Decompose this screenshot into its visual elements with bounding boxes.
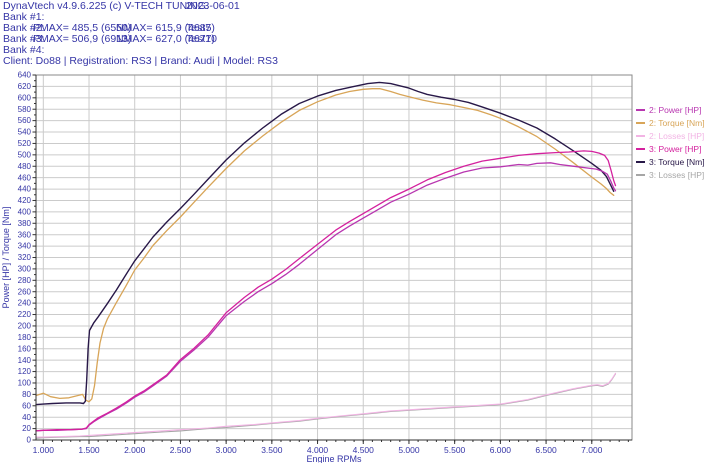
bank-label: Bank #1: (3, 11, 45, 23)
y-tick-label: 360 (18, 230, 32, 239)
legend-label: 2: Losses [HP] (649, 130, 705, 141)
y-tick-label: 180 (18, 333, 32, 342)
series-3-torque-nm- (35, 81, 615, 406)
y-tick-label: 640 (18, 71, 32, 80)
bank-label: Bank #3: (3, 33, 45, 45)
client-row: Client: Do88 | Registration: RS3 | Brand… (0, 56, 720, 67)
bank-label: Bank #4: (3, 44, 45, 56)
y-tick-label: 400 (18, 207, 32, 216)
series-3-power-hp- (35, 150, 617, 432)
legend-line-swatch (636, 108, 645, 111)
legend-item-2-losses-hp-: 2: Losses [HP] (636, 129, 720, 142)
y-tick-label: 460 (18, 173, 32, 182)
legend-label: 3: Torque [Nm] (649, 156, 705, 167)
y-tick-label: 60 (22, 401, 31, 410)
y-tick-label: 580 (18, 105, 32, 114)
y-tick-label: 260 (18, 287, 32, 296)
legend-label: 3: Power [HP] (649, 143, 702, 154)
bank-nmax: NMAX= 615,9 (4685) (116, 22, 215, 34)
y-axis-title: Power [HP] / Torque [Nm] (1, 207, 11, 309)
y-tick-label: 380 (18, 219, 32, 228)
legend-line-swatch (636, 173, 645, 176)
y-tick-label: 560 (18, 116, 32, 125)
legend-line-swatch (636, 134, 645, 137)
y-tick-label: 420 (18, 196, 32, 205)
legend-line-swatch (636, 147, 645, 150)
bank-nmax: NMAX= 627,0 (4677) (116, 33, 215, 45)
x-tick-label: 5.000 (398, 445, 420, 455)
y-tick-label: 240 (18, 299, 32, 308)
legend-item-3-torque-nm-: 3: Torque [Nm] (636, 155, 720, 168)
legend-item-2-power-hp-: 2: Power [HP] (636, 103, 720, 116)
y-tick-label: 520 (18, 139, 32, 148)
legend-line-swatch (636, 121, 645, 124)
series-2-torque-nm- (35, 88, 615, 403)
x-tick-label: 1.500 (78, 445, 100, 455)
series-2-losses-hp- (35, 372, 617, 438)
title-row: DynaVtech v4.9.6.225 (c) V-TECH TUNING. … (0, 1, 720, 12)
legend-item-3-losses-hp-: 3: Losses [HP] (636, 168, 720, 181)
x-tick-label: 4.000 (307, 445, 329, 455)
x-tick-label: 1.000 (33, 445, 55, 455)
y-tick-label: 320 (18, 253, 32, 262)
y-tick-label: 20 (22, 424, 31, 433)
x-tick-label: 6.500 (535, 445, 557, 455)
y-tick-label: 160 (18, 344, 32, 353)
bank-row-4: Bank #4: (0, 45, 720, 56)
bank-row-3: Bank #3: PMAX= 506,9 (6913) NMAX= 627,0 … (0, 34, 720, 45)
bank-pmax: PMAX= 485,5 (6550) (33, 22, 132, 34)
y-tick-label: 100 (18, 379, 32, 388)
y-tick-label: 300 (18, 265, 32, 274)
x-tick-label: 2.000 (124, 445, 146, 455)
y-tick-label: 440 (18, 185, 32, 194)
app-title: DynaVtech v4.9.6.225 (c) V-TECH TUNING. (3, 0, 209, 12)
x-tick-label: 6.000 (490, 445, 512, 455)
x-tick-label: 2.500 (170, 445, 192, 455)
legend-label: 2: Torque [Nm] (649, 117, 705, 128)
y-tick-label: 600 (18, 93, 32, 102)
legend-line-swatch (636, 160, 645, 163)
x-tick-label: 7.000 (581, 445, 603, 455)
y-tick-label: 280 (18, 276, 32, 285)
bank-row-1: Bank #1: (0, 12, 720, 23)
y-tick-label: 480 (18, 162, 32, 171)
y-tick-label: 340 (18, 242, 32, 251)
y-tick-label: 140 (18, 356, 32, 365)
report-date: 2023-06-01 (186, 0, 240, 12)
chart-legend: 2: Power [HP] 2: Torque [Nm] 2: Losses [HP… (636, 103, 720, 181)
y-tick-label: 200 (18, 322, 32, 331)
y-tick-label: 620 (18, 82, 32, 91)
y-tick-label: 540 (18, 128, 32, 137)
legend-label: 2: Power [HP] (649, 104, 702, 115)
legend-item-3-power-hp-: 3: Power [HP] (636, 142, 720, 155)
y-tick-label: 80 (22, 390, 31, 399)
x-axis-title: Engine RPMs (306, 454, 362, 463)
bank-test: Test7 (186, 22, 212, 34)
legend-label: 3: Losses [HP] (649, 169, 705, 180)
bank-label: Bank #2: (3, 22, 45, 34)
x-tick-label: 3.500 (261, 445, 283, 455)
legend-item-2-torque-nm-: 2: Torque [Nm] (636, 116, 720, 129)
client-info: Client: Do88 | Registration: RS3 | Brand… (3, 55, 278, 67)
series-2-power-hp- (35, 162, 617, 432)
y-tick-label: 40 (22, 413, 31, 422)
y-tick-label: 120 (18, 367, 32, 376)
report-header: DynaVtech v4.9.6.225 (c) V-TECH TUNING. … (0, 1, 720, 67)
x-tick-label: 3.000 (215, 445, 237, 455)
x-tick-label: 5.500 (444, 445, 466, 455)
bank-pmax: PMAX= 506,9 (6913) (33, 33, 132, 45)
x-tick-label: 4.500 (353, 445, 375, 455)
y-tick-label: 500 (18, 150, 32, 159)
y-tick-label: 0 (27, 436, 32, 445)
bank-test: Test10 (186, 33, 217, 45)
bank-row-2: Bank #2: PMAX= 485,5 (6550) NMAX= 615,9 … (0, 23, 720, 34)
y-tick-label: 220 (18, 310, 32, 319)
